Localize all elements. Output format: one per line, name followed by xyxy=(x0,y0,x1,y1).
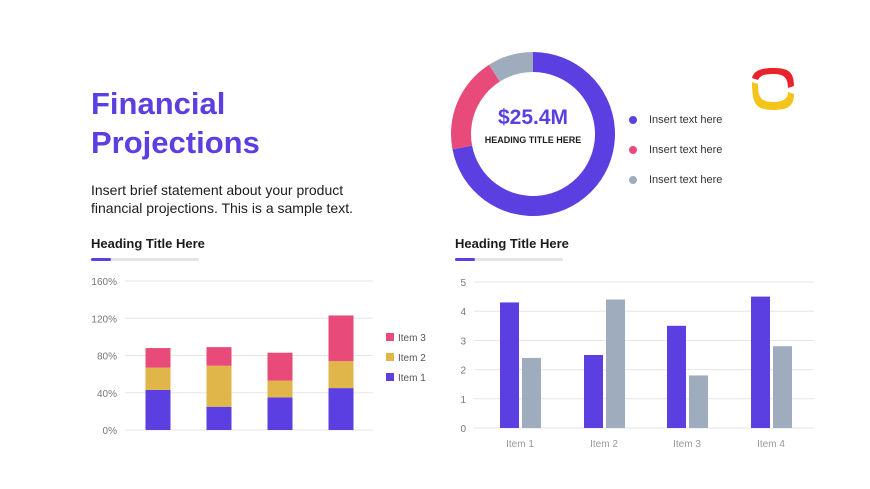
stacked-bar-segment xyxy=(267,352,293,381)
bar xyxy=(689,375,708,428)
stacked-bar-segment xyxy=(206,365,232,407)
legend-dot-icon xyxy=(629,116,637,124)
stacked-bar-segment xyxy=(328,315,354,362)
bar-chart-heading: Heading Title Here xyxy=(455,236,569,251)
stacked-chart-heading: Heading Title Here xyxy=(91,236,205,251)
stacked-chart-underline xyxy=(91,258,199,261)
y-tick-label: 2 xyxy=(460,366,466,377)
donut-legend-label: Insert text here xyxy=(649,174,723,186)
donut-slice xyxy=(489,52,533,82)
legend-dot-icon xyxy=(629,176,637,184)
y-tick-label: 3 xyxy=(460,336,466,347)
donut-center-value: $25.4M xyxy=(497,106,569,129)
y-tick-label: 40% xyxy=(97,389,117,400)
bar xyxy=(773,346,792,428)
page-title: Financial Projections xyxy=(91,86,260,160)
y-tick-label: 5 xyxy=(460,278,466,289)
y-tick-label: 1 xyxy=(460,395,466,406)
legend-swatch-icon xyxy=(386,333,394,341)
donut-center: $25.4M HEADING TITLE HERE xyxy=(478,106,588,146)
legend-dot-icon xyxy=(629,146,637,154)
x-tick-label: Item 1 xyxy=(506,439,534,450)
x-tick-label: Item 4 xyxy=(757,439,785,450)
bar xyxy=(606,299,625,428)
y-tick-label: 120% xyxy=(91,314,117,325)
y-tick-label: 4 xyxy=(460,307,466,318)
donut-legend-item: Insert text here xyxy=(629,135,722,165)
stacked-bar-segment xyxy=(328,388,354,430)
y-tick-label: 0% xyxy=(103,426,118,437)
x-tick-label: Item 3 xyxy=(673,439,701,450)
stacked-bar-segment xyxy=(267,397,293,430)
bar xyxy=(584,355,603,428)
legend-swatch-icon xyxy=(386,373,394,381)
legend-label: Item 2 xyxy=(398,353,426,364)
bar xyxy=(500,302,519,428)
donut-legend-label: Insert text here xyxy=(649,144,723,156)
rounded-square-logo-icon xyxy=(752,68,794,110)
bar xyxy=(522,357,541,428)
stacked-bar-segment xyxy=(145,348,171,368)
bar xyxy=(667,325,686,428)
intro-text: Insert brief statement about your produc… xyxy=(91,182,353,216)
stacked-bar-segment xyxy=(206,347,232,366)
legend-label: Item 3 xyxy=(398,333,426,344)
donut-legend: Insert text here Insert text here Insert… xyxy=(629,105,722,195)
donut-legend-item: Insert text here xyxy=(629,165,722,195)
y-tick-label: 80% xyxy=(97,352,117,363)
donut-legend-item: Insert text here xyxy=(629,105,722,135)
stacked-bar-segment xyxy=(145,367,171,390)
stacked-bar-segment xyxy=(206,406,232,430)
legend-swatch-icon xyxy=(386,353,394,361)
y-tick-label: 160% xyxy=(91,277,117,288)
y-tick-label: 0 xyxy=(460,424,466,435)
stacked-bar-segment xyxy=(328,361,354,389)
stacked-bar-segment xyxy=(145,389,171,430)
donut-center-label: HEADING TITLE HERE xyxy=(484,135,582,145)
x-tick-label: Item 2 xyxy=(590,439,618,450)
bar-chart-underline xyxy=(455,258,563,261)
donut-legend-label: Insert text here xyxy=(649,114,723,126)
legend-label: Item 1 xyxy=(398,373,426,384)
bar xyxy=(751,296,770,428)
stacked-bar-segment xyxy=(267,380,293,398)
